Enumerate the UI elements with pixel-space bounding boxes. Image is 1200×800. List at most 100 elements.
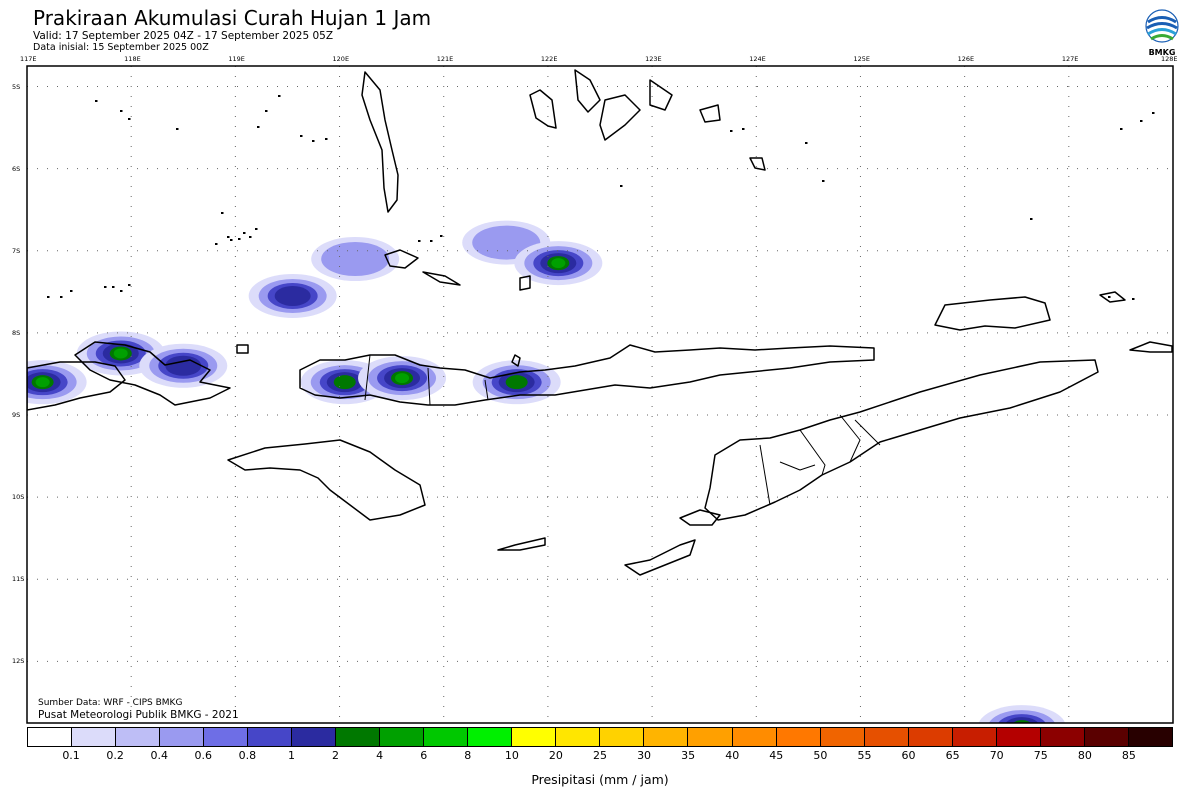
lat-label: 8S bbox=[12, 328, 21, 337]
lat-label: 5S bbox=[12, 82, 21, 91]
legend-swatch bbox=[952, 728, 997, 746]
precip-contour bbox=[321, 241, 390, 276]
islet-dot bbox=[265, 110, 268, 112]
legend-label: 30 bbox=[637, 749, 652, 762]
legend-swatch bbox=[732, 728, 777, 746]
islet-dot bbox=[312, 140, 315, 142]
legend-swatch bbox=[996, 728, 1041, 746]
valid-time: Valid: 17 September 2025 04Z - 17 Septem… bbox=[33, 30, 334, 42]
legend-swatch bbox=[644, 728, 689, 746]
map-frame bbox=[26, 65, 1174, 724]
legend-swatch bbox=[116, 728, 161, 746]
legend-swatch bbox=[688, 728, 733, 746]
coast-wetar bbox=[934, 296, 1051, 331]
lat-label: 6S bbox=[12, 164, 21, 173]
precip-contour bbox=[35, 377, 50, 388]
coast-islet-2 bbox=[749, 157, 766, 171]
legend-label: 25 bbox=[593, 749, 607, 762]
lon-label: 127E bbox=[1061, 55, 1079, 63]
islet-dot bbox=[227, 236, 230, 238]
islet-dot bbox=[120, 290, 123, 292]
islet-dot bbox=[112, 286, 115, 288]
precip-contour bbox=[1005, 717, 1039, 723]
islet-dot bbox=[70, 290, 73, 292]
coast-islet-1 bbox=[699, 104, 721, 123]
legend-swatch bbox=[864, 728, 909, 746]
legend-label: 45 bbox=[769, 749, 784, 762]
legend-swatch bbox=[204, 728, 249, 746]
boundary-timor-4 bbox=[854, 419, 881, 446]
initial-data-time: Data inisial: 15 September 2025 00Z bbox=[33, 42, 209, 53]
lat-label: 10S bbox=[12, 493, 25, 502]
lon-label: 121E bbox=[436, 55, 454, 63]
legend-label: 0.8 bbox=[238, 749, 257, 762]
coast-flores bbox=[299, 344, 875, 406]
precip-contour bbox=[165, 355, 202, 376]
lon-label: 120E bbox=[332, 55, 350, 63]
legend-swatch bbox=[380, 728, 425, 746]
coast-babar bbox=[1129, 341, 1173, 353]
lon-label: 117E bbox=[20, 55, 37, 63]
legend-swatch bbox=[556, 728, 601, 746]
coast-selayar bbox=[384, 249, 419, 269]
lon-label: 126E bbox=[957, 55, 975, 63]
islet-dot bbox=[243, 232, 246, 234]
islet-dot bbox=[104, 286, 107, 288]
islet-dot bbox=[278, 95, 281, 97]
islet-dot bbox=[176, 128, 179, 130]
legend-label: 20 bbox=[548, 749, 563, 762]
coast-islet-4 bbox=[236, 344, 249, 354]
coast-rote bbox=[679, 509, 721, 526]
islet-dot bbox=[440, 235, 443, 237]
center-credit: Pusat Meteorologi Publik BMKG - 2021 bbox=[38, 709, 239, 721]
coast-muna bbox=[599, 94, 641, 141]
legend-label: 85 bbox=[1121, 749, 1136, 762]
lat-lon-grid bbox=[27, 66, 1173, 723]
source-credit: Sumber Data: WRF - CIPS BMKG bbox=[38, 698, 183, 708]
islet-dot bbox=[249, 236, 252, 238]
legend-label: 70 bbox=[989, 749, 1004, 762]
legend-label: 10 bbox=[504, 749, 519, 762]
islet-dot bbox=[95, 100, 98, 102]
legend-label: 50 bbox=[813, 749, 828, 762]
coast-kabaena bbox=[649, 79, 673, 111]
islet-dot bbox=[418, 240, 421, 242]
legend-swatch bbox=[820, 728, 865, 746]
boundary-flores-3 bbox=[484, 379, 489, 401]
lon-label: 123E bbox=[645, 55, 662, 63]
islet-dot bbox=[1152, 112, 1155, 114]
islet-dot bbox=[215, 243, 218, 245]
coast-islet-6 bbox=[519, 275, 531, 291]
legend-swatch bbox=[908, 728, 953, 746]
boundary-timor-3 bbox=[839, 414, 861, 463]
coast-islet-3 bbox=[1099, 291, 1126, 303]
bmkg-logo-icon: BMKG bbox=[1145, 9, 1179, 57]
legend-swatch bbox=[28, 728, 73, 746]
coast-sulawesi-south bbox=[361, 71, 399, 213]
legend-label: 4 bbox=[376, 749, 384, 762]
islet-dot bbox=[620, 185, 623, 187]
legend-label: 0.2 bbox=[106, 749, 124, 762]
islet-dot bbox=[230, 239, 233, 241]
islet-dot bbox=[742, 128, 745, 130]
precip-cell bbox=[978, 705, 1066, 723]
boundary-timor-5 bbox=[779, 461, 816, 471]
coast-sulawesi-southeast bbox=[529, 89, 557, 129]
boundary-flores-2 bbox=[427, 367, 431, 406]
precip-cell bbox=[358, 356, 447, 401]
coast-sawu bbox=[497, 537, 546, 551]
legend-label: 55 bbox=[857, 749, 872, 762]
islet-dot bbox=[730, 130, 733, 132]
islet-dot bbox=[430, 240, 433, 242]
lon-label: 122E bbox=[540, 55, 558, 63]
islet-dot bbox=[805, 142, 808, 144]
islet-dot bbox=[325, 138, 328, 140]
islet-dot bbox=[120, 110, 123, 112]
islet-dot bbox=[128, 118, 131, 120]
islet-dot bbox=[238, 238, 241, 240]
legend-label: 6 bbox=[420, 749, 428, 762]
chart-title: Prakiraan Akumulasi Curah Hujan 1 Jam bbox=[33, 6, 432, 30]
islet-dot bbox=[822, 180, 825, 182]
islet-dot bbox=[60, 296, 63, 298]
